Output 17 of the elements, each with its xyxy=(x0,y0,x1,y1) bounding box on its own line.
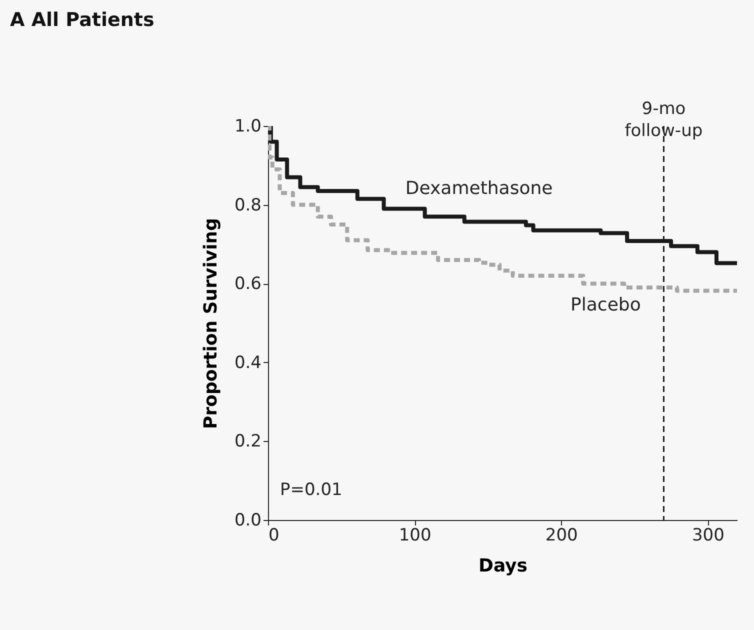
y-axis-title: Proportion Surviving xyxy=(200,218,222,429)
y-tick-label: 0.2 xyxy=(234,432,262,452)
x-tick-label: 100 xyxy=(398,526,432,546)
y-tick-label: 1.0 xyxy=(234,116,262,136)
y-tick-label: 0.0 xyxy=(234,510,262,530)
x-axis-title: Days xyxy=(478,556,528,576)
y-tick-label: 0.6 xyxy=(234,274,262,294)
y-tick-label: 0.4 xyxy=(234,352,262,373)
text: A All Patients xyxy=(10,9,154,31)
series-label: Dexamethasone xyxy=(405,178,553,200)
ref-line-label: 9-mo follow-up xyxy=(624,99,703,141)
x-tick-label: 200 xyxy=(545,526,578,546)
x-tick-label: 300 xyxy=(692,526,724,546)
y-tick-label: 0.8 xyxy=(234,195,262,216)
series-label: Placebo xyxy=(570,294,641,316)
annotation: P=0.01 xyxy=(280,480,342,500)
x-tick-label: 0 xyxy=(268,526,280,546)
